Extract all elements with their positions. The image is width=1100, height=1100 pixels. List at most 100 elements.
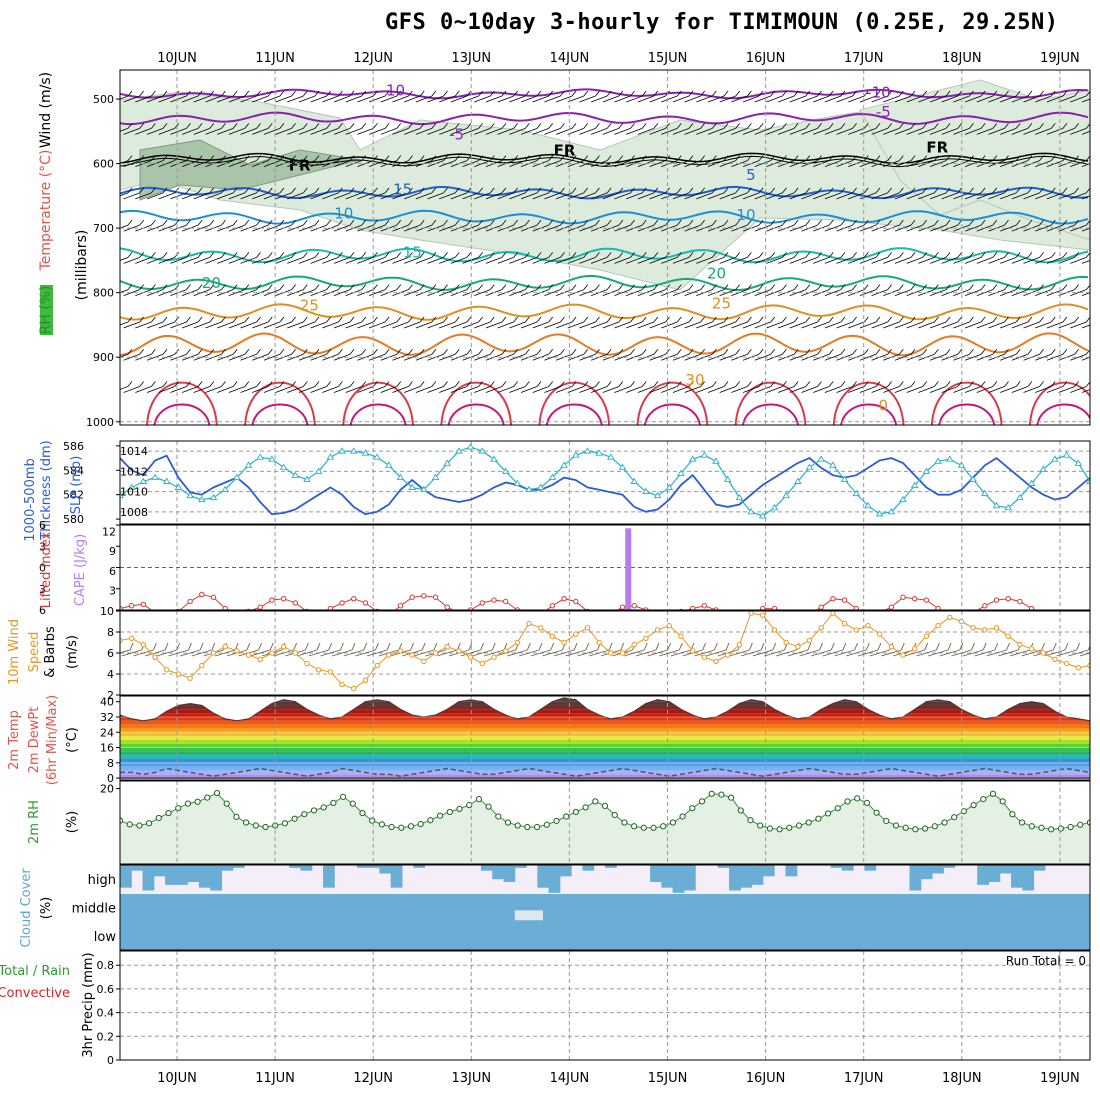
wind-barb	[836, 127, 853, 135]
wind-barb-flag	[723, 381, 729, 387]
wind-barb-flag	[852, 123, 857, 129]
cloud-high-bar	[977, 865, 989, 885]
wind-barb-flag	[127, 316, 133, 323]
wind-barb	[626, 257, 643, 264]
wind-barb-flag	[526, 642, 531, 651]
cloud-high-bar	[672, 865, 685, 894]
wind-barb-flag	[1052, 642, 1057, 651]
wind-barb-flag	[302, 187, 308, 194]
wind-barb-flag	[232, 348, 238, 355]
wind-barb	[647, 649, 668, 657]
wind-barb-flag	[267, 90, 273, 97]
slp-tick-label: 1012	[120, 465, 148, 478]
wind-barb-flag	[373, 284, 378, 290]
wind-barb	[894, 127, 912, 135]
wind-barb-flag	[840, 381, 846, 387]
wind-barb-flag	[945, 252, 951, 258]
temp-band	[120, 743, 1090, 748]
wind-barb-flag	[525, 219, 530, 226]
wind-barb	[719, 160, 736, 167]
wind-barb-flag	[267, 252, 273, 258]
wind-barb-flag	[419, 219, 425, 226]
wind-barb	[193, 257, 210, 264]
wind-barb-flag	[828, 187, 834, 194]
wind-barb-flag	[443, 187, 448, 194]
wind-barb	[1046, 95, 1064, 103]
wind-barb-flag	[186, 284, 191, 290]
wind-barb	[742, 192, 760, 200]
wind-barb-flag	[747, 187, 752, 194]
wind-speed-marker	[830, 611, 836, 616]
rh-marker	[252, 822, 259, 829]
wind-barb-flag	[314, 90, 320, 97]
wind-speed-marker	[514, 639, 521, 646]
wind-barb	[520, 257, 538, 264]
wind-barb-flag	[279, 219, 285, 226]
wind-barb	[518, 649, 540, 657]
wind-speed-marker	[666, 623, 672, 629]
lifted-index-marker	[935, 605, 941, 610]
li-ylabel: Lifted Index	[39, 531, 54, 608]
wind-barb	[146, 386, 164, 393]
slp-marker	[279, 463, 288, 470]
wind-barb	[252, 321, 269, 329]
wind-barb-flag	[244, 90, 250, 97]
wind-barb	[322, 257, 339, 264]
wind-barb-flag	[1039, 123, 1044, 129]
wind-barb-flag	[583, 123, 589, 129]
wind-barb-flag	[770, 90, 776, 97]
cloud-high-bar	[650, 865, 662, 882]
cloud-high-bar	[1033, 865, 1046, 871]
wind-barb-flag	[723, 284, 729, 290]
wind-barb	[404, 127, 421, 135]
wind-barb-flag	[419, 348, 425, 355]
wind-barb-flag	[606, 90, 612, 97]
wind-barb	[555, 95, 573, 103]
wind-barb	[1058, 192, 1075, 200]
wind-barb	[392, 386, 409, 393]
lifted-index-marker	[527, 613, 531, 617]
wind-barb	[310, 192, 327, 200]
cape-ylabel: CAPE (J/kg)	[73, 534, 88, 606]
wind-barb-flag	[326, 316, 331, 323]
wind-barb	[287, 386, 304, 393]
wind-barb-flag	[852, 381, 857, 387]
wind-barb	[1081, 356, 1090, 361]
wind-barb-flag	[653, 381, 659, 387]
wind-barb	[368, 353, 386, 361]
wind-barb-flag	[186, 90, 191, 97]
wind-barb	[158, 353, 175, 361]
wind-barb-flag	[525, 381, 530, 387]
wind-barb-flag	[419, 187, 425, 194]
wind-barb	[1035, 95, 1052, 103]
wind-speed-marker	[456, 648, 462, 654]
wind-barb-flag	[314, 284, 320, 290]
lifted-index-marker	[796, 613, 800, 617]
wind-barb	[404, 95, 421, 103]
wind-barb	[661, 321, 678, 329]
isotherm-label: 25	[712, 295, 731, 313]
wind-barb-flag	[723, 187, 729, 194]
wind-barb-flag	[618, 348, 624, 355]
wind-barb-flag	[887, 316, 892, 323]
wind-barb	[719, 95, 736, 103]
wind-barb-flag	[571, 348, 577, 355]
wind-barb	[181, 321, 199, 329]
slp-marker	[957, 461, 966, 468]
wind-barb-flag	[875, 316, 881, 323]
isotherm-arch	[840, 403, 897, 425]
wind-speed-marker	[1040, 650, 1046, 656]
slp-marker	[829, 461, 837, 468]
wind-barb	[439, 95, 456, 103]
rh-marker	[330, 799, 337, 806]
wind-barb	[778, 257, 795, 264]
wind-barb-flag	[887, 187, 892, 194]
wind-barb-flag	[162, 381, 168, 387]
wind-barb-flag	[957, 316, 963, 323]
wind-barb-flag	[244, 155, 250, 161]
rh-marker	[417, 820, 424, 828]
wind-barb	[824, 160, 842, 167]
wind-barb-flag	[1004, 219, 1009, 226]
wind-speed-marker	[596, 639, 602, 646]
wind-barb	[719, 353, 736, 361]
